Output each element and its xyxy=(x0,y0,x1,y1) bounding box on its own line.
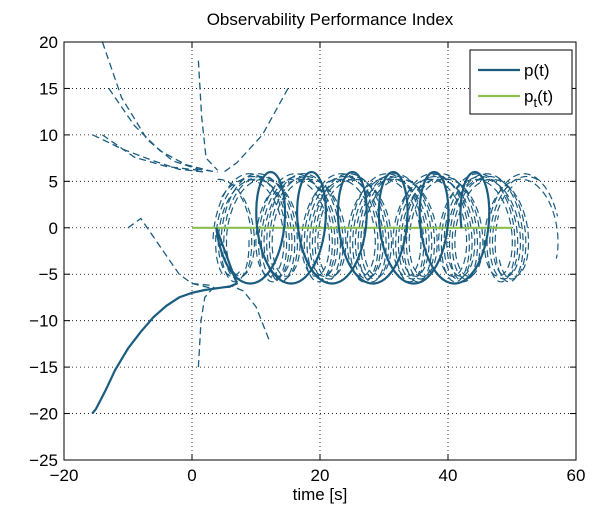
legend-label: p(t) xyxy=(524,61,550,80)
y-tick-label: 0 xyxy=(49,219,58,238)
y-tick-label: 15 xyxy=(39,79,58,98)
y-tick-label: −25 xyxy=(29,451,58,470)
dashed-loop-trajectory xyxy=(212,173,559,283)
x-tick-label: 40 xyxy=(439,466,458,485)
dashed-trajectory xyxy=(230,284,270,340)
x-tick-label: −20 xyxy=(50,466,79,485)
y-tick-label: −15 xyxy=(29,358,58,377)
x-tick-label: 60 xyxy=(567,466,586,485)
x-tick-label: 20 xyxy=(311,466,330,485)
plot-series xyxy=(91,42,559,415)
dashed-trajectory xyxy=(102,134,199,171)
legend: p(t) pt(t) xyxy=(469,49,573,115)
dashed-trajectory xyxy=(92,134,205,173)
dashed-trajectory xyxy=(108,88,212,172)
y-tick-label: −20 xyxy=(29,405,58,424)
dashed-trajectory xyxy=(223,88,289,173)
chart-title: Observability Performance Index xyxy=(207,10,454,29)
x-axis-label: time [s] xyxy=(293,485,348,504)
dashed-trajectory xyxy=(191,282,231,289)
dashed-trajectory xyxy=(101,42,218,173)
y-tick-label: −5 xyxy=(39,265,58,284)
y-tick-label: 20 xyxy=(39,33,58,52)
y-tick-label: 10 xyxy=(39,126,58,145)
legend-label: pt(t) xyxy=(524,87,553,110)
x-tick-label: 0 xyxy=(187,466,196,485)
dashed-loop-trajectory xyxy=(220,173,524,283)
dashed-loop-trajectory xyxy=(221,178,559,277)
dashed-loop-trajectory xyxy=(214,175,542,280)
series-line-p xyxy=(91,171,491,415)
dashed-trajectory xyxy=(197,60,219,171)
legend-box xyxy=(469,49,573,115)
dashed-loop-trajectory xyxy=(223,175,527,280)
y-tick-label: −10 xyxy=(29,312,58,331)
y-tick-label: 5 xyxy=(49,172,58,191)
dashed-trajectory xyxy=(197,285,215,368)
